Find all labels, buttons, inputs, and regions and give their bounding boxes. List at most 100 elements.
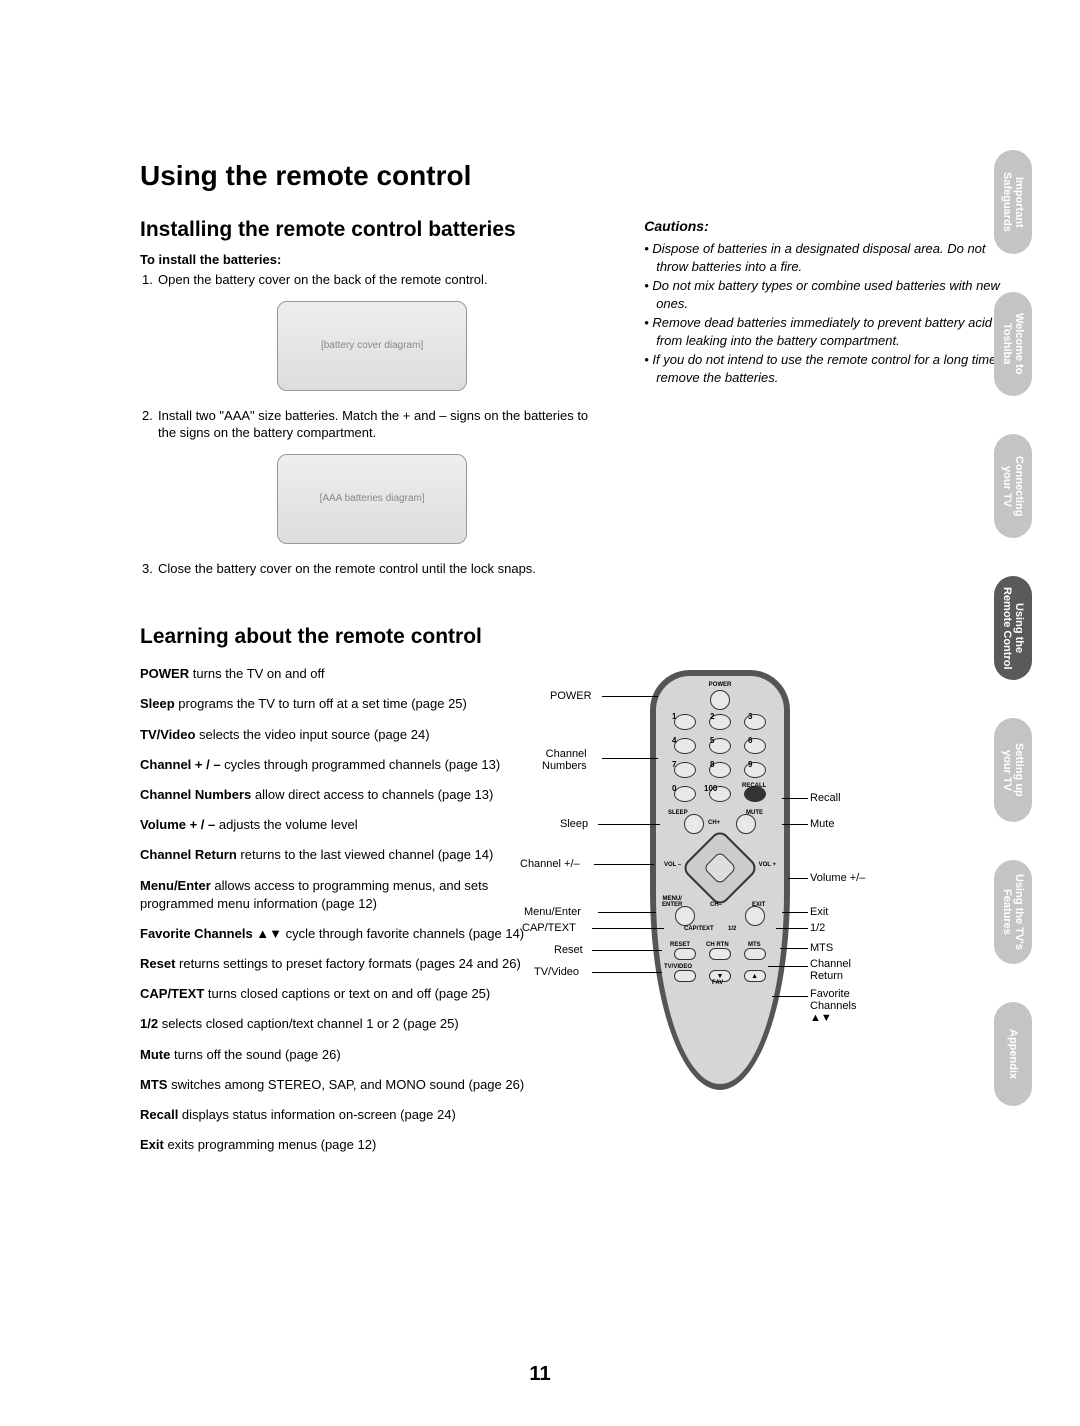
num-btn <box>674 786 696 802</box>
callout-captext: CAP/TEXT <box>522 922 576 934</box>
volplus-tiny: VOL + <box>759 862 776 868</box>
step2-text: Install two "AAA" size batteries. Match … <box>158 408 588 441</box>
num-btn <box>744 738 766 754</box>
callout-line <box>598 912 656 913</box>
tab-tv-features: Using the TV's Features <box>994 860 1032 964</box>
feature-item: CAP/TEXT turns closed captions or text o… <box>140 985 560 1003</box>
callout-exit: Exit <box>810 906 828 918</box>
callout-fav: Favorite Channels ▲▼ <box>810 988 856 1024</box>
chplus-tiny: CH+ <box>708 820 720 826</box>
caution-item: Dispose of batteries in a designated dis… <box>644 240 1020 275</box>
callout-line <box>592 928 664 929</box>
mts-btn <box>744 948 766 960</box>
feature-item: Menu/Enter allows access to programming … <box>140 877 560 913</box>
callout-menu-enter: Menu/Enter <box>524 906 581 918</box>
exit-tiny: EXIT <box>752 902 765 908</box>
tab-welcome: Welcome to Toshiba <box>994 292 1032 396</box>
install-step-2: 2.Install two "AAA" size batteries. Matc… <box>158 407 604 442</box>
num-3: 3 <box>748 712 752 721</box>
chrtn-tiny: CH RTN <box>706 942 729 948</box>
callout-half: 1/2 <box>810 922 825 934</box>
feature-item: Recall displays status information on-sc… <box>140 1106 560 1124</box>
num-btn <box>744 762 766 778</box>
num-btn <box>674 714 696 730</box>
remote-body: POWER 1 2 3 4 5 6 7 8 9 <box>650 670 790 1090</box>
callout-recall: Recall <box>810 792 841 804</box>
num-btn <box>674 762 696 778</box>
cautions-title: Cautions: <box>644 218 1020 234</box>
battery-cover-illustration: [battery cover diagram] <box>277 301 467 391</box>
learning-heading: Learning about the remote control <box>140 625 1020 649</box>
recall-tiny: RECALL <box>742 783 766 789</box>
callout-reset: Reset <box>554 944 583 956</box>
install-heading: Installing the remote control batteries <box>140 218 604 242</box>
tab-remote: Using the Remote Control <box>994 576 1032 680</box>
callout-volume-pm: Volume +/– <box>810 872 865 884</box>
tab-safeguards: Important Safeguards <box>994 150 1032 254</box>
reset-btn <box>674 948 696 960</box>
remote-diagram: POWER 1 2 3 4 5 6 7 8 9 <box>510 670 910 1110</box>
num-7: 7 <box>672 760 676 769</box>
tab-setting-up: Setting up your TV <box>994 718 1032 822</box>
num-btn <box>674 738 696 754</box>
chrtn-btn <box>709 948 731 960</box>
reset-tiny: RESET <box>670 942 690 948</box>
sleep-tiny: SLEEP <box>668 810 688 816</box>
step1-text: Open the battery cover on the back of th… <box>158 272 488 287</box>
callout-line <box>598 824 660 825</box>
callout-line <box>602 758 658 759</box>
install-step-3: 3.Close the battery cover on the remote … <box>158 560 604 578</box>
caution-item: Remove dead batteries immediately to pre… <box>644 314 1020 349</box>
mts-tiny: MTS <box>748 942 761 948</box>
tvvideo-tiny: TV/VIDEO <box>664 964 692 970</box>
callout-line <box>782 798 808 799</box>
tab-appendix: Appendix <box>994 1002 1032 1106</box>
cautions-section: Cautions: Dispose of batteries in a desi… <box>644 218 1020 585</box>
caution-item: If you do not intend to use the remote c… <box>644 351 1020 386</box>
caution-item: Do not mix battery types or combine used… <box>644 277 1020 312</box>
install-subhead: To install the batteries: <box>140 252 604 267</box>
feature-item: Sleep programs the TV to turn off at a s… <box>140 695 560 713</box>
feature-item: 1/2 selects closed caption/text channel … <box>140 1015 560 1033</box>
callout-line <box>594 864 654 865</box>
menu-tiny: MENU/ ENTER <box>662 896 682 908</box>
callout-tvvideo: TV/Video <box>534 966 579 978</box>
feature-item: Reset returns settings to preset factory… <box>140 955 560 973</box>
feature-item: POWER turns the TV on and off <box>140 665 560 683</box>
fav-tiny: FAV <box>712 980 723 986</box>
feature-item: Channel + / – cycles through programmed … <box>140 756 560 774</box>
feature-item: Channel Numbers allow direct access to c… <box>140 786 560 804</box>
feature-item: Favorite Channels ▲▼ cycle through favor… <box>140 925 560 943</box>
menu-btn <box>675 906 695 926</box>
num-btn <box>744 714 766 730</box>
callout-power: POWER <box>550 690 592 702</box>
callout-line <box>788 878 808 879</box>
remote-power-text: POWER <box>656 682 784 688</box>
feature-item: TV/Video selects the video input source … <box>140 726 560 744</box>
feature-list: POWER turns the TV on and off Sleep prog… <box>140 665 560 1154</box>
favup-btn: ▲ <box>744 970 766 982</box>
remote-face: POWER 1 2 3 4 5 6 7 8 9 <box>656 676 784 1084</box>
power-button <box>710 690 730 710</box>
tvvideo-btn <box>674 970 696 982</box>
callout-mute: Mute <box>810 818 834 830</box>
callout-line <box>780 948 808 949</box>
tab-connecting: Connecting your TV <box>994 434 1032 538</box>
install-section: Installing the remote control batteries … <box>140 218 604 585</box>
num-8: 8 <box>710 760 714 769</box>
callout-ch-return: Channel Return <box>810 958 851 982</box>
exit-btn <box>745 906 765 926</box>
num-1: 1 <box>672 712 676 721</box>
callout-line <box>768 966 808 967</box>
callout-line <box>782 912 808 913</box>
callout-line <box>772 996 808 997</box>
num-5: 5 <box>710 736 714 745</box>
feature-item: MTS switches among STEREO, SAP, and MONO… <box>140 1076 560 1094</box>
callout-line <box>592 950 662 951</box>
captext-tiny: CAP/TEXT <box>684 926 714 932</box>
num-4: 4 <box>672 736 676 745</box>
num-9: 9 <box>748 760 752 769</box>
num-2: 2 <box>710 712 714 721</box>
feature-item: Channel Return returns to the last viewe… <box>140 846 560 864</box>
page-title: Using the remote control <box>140 160 1020 192</box>
